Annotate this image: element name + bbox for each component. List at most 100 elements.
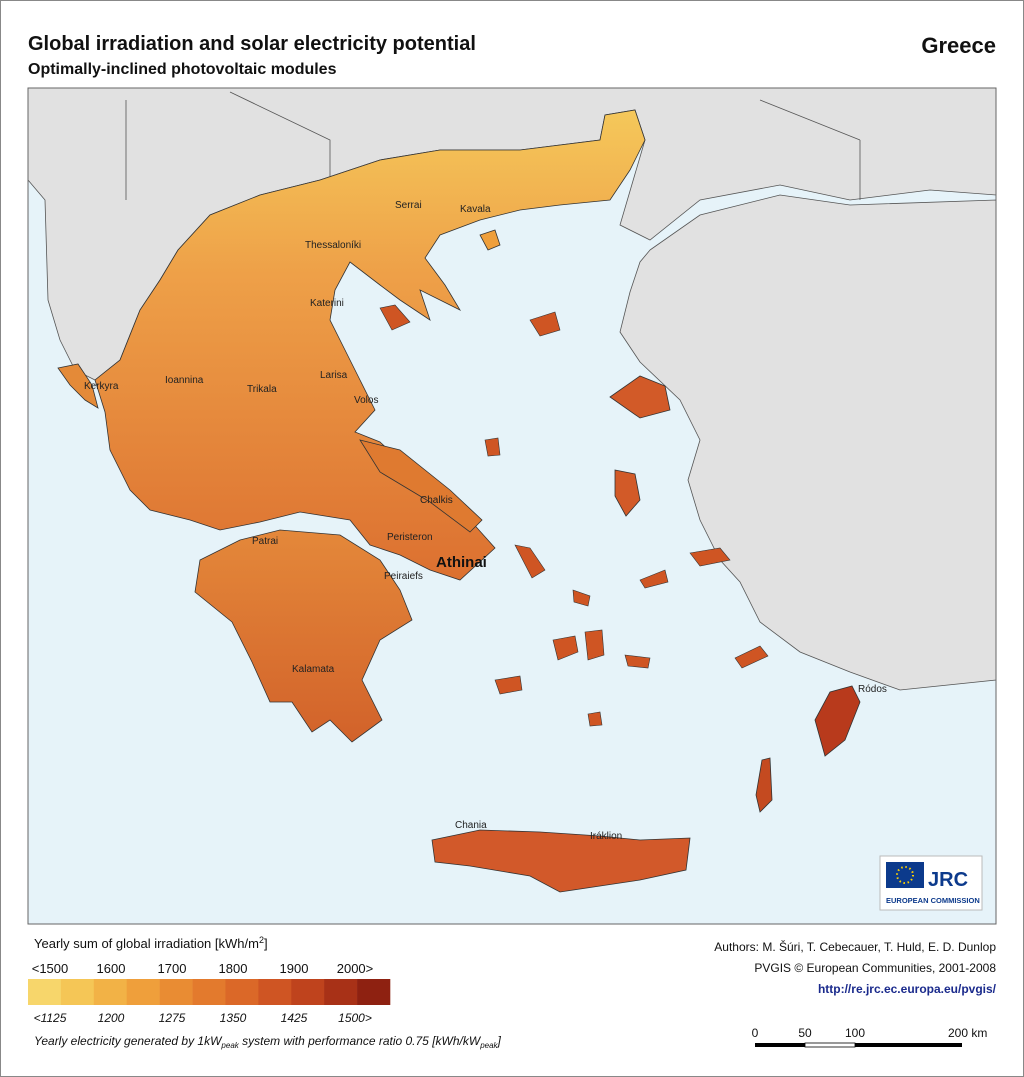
scale-label: 100	[845, 1026, 865, 1040]
city-label: Trikala	[247, 384, 277, 395]
evia	[359, 439, 483, 533]
scale-label: 0	[752, 1026, 759, 1040]
footnote-text: ]	[497, 1034, 502, 1048]
city-label: Patrai	[252, 536, 278, 547]
url[interactable]: http://re.jrc.ec.europa.eu/pvgis/	[818, 982, 997, 996]
legend-title-end: ]	[264, 936, 268, 951]
map: Serrai Kavala Thessaloníki Katerini Kerk…	[27, 87, 997, 925]
island	[379, 304, 411, 331]
lesvos	[609, 375, 671, 419]
legend-swatch	[192, 979, 226, 1005]
electricity-label: 1200	[98, 1011, 125, 1025]
irradiation-label: 1900	[280, 961, 309, 976]
city-label: Peiraiefs	[384, 571, 423, 582]
legend-swatch	[258, 979, 292, 1005]
city-label: Ródos	[858, 684, 887, 695]
electricity-label: <1125	[34, 1011, 67, 1025]
city-label: Thessaloníki	[305, 240, 361, 251]
electricity-label: 1350	[220, 1011, 247, 1025]
turkey	[619, 194, 997, 691]
rhodes	[814, 685, 861, 757]
irradiation-label: 1600	[97, 961, 126, 976]
irradiation-label: 2000>	[337, 961, 374, 976]
scale-bar: 0 50 100 200 km	[752, 1026, 987, 1048]
city-label: Chalkis	[420, 495, 453, 506]
irradiation-label: 1700	[158, 961, 187, 976]
electricity-label: 1500>	[338, 1011, 372, 1025]
legend-swatch	[126, 979, 160, 1005]
scale-label: 50	[798, 1026, 812, 1040]
city-labels: Serrai Kavala Thessaloníki Katerini Kerk…	[84, 200, 887, 842]
karpathos	[755, 757, 773, 813]
island	[529, 311, 561, 337]
city-label: Iráklion	[590, 831, 622, 842]
mainland	[94, 109, 646, 581]
legend-swatch	[60, 979, 95, 1005]
legend-swatch	[28, 979, 62, 1005]
island	[584, 629, 605, 661]
island	[734, 645, 769, 669]
footnote-text: Yearly electricity generated by 1kW	[34, 1034, 223, 1048]
island	[639, 569, 669, 589]
electricity-label: 1275	[159, 1011, 186, 1025]
island	[689, 547, 731, 567]
legend-title-text: Yearly sum of global irradiation [kWh/m	[34, 936, 259, 951]
logo-org: EUROPEAN COMMISSION	[886, 896, 980, 905]
legend-footnote: Yearly electricity generated by 1kWpeak …	[34, 1034, 502, 1050]
borders	[125, 91, 861, 200]
credits: Authors: M. Šúri, T. Cebecauer, T. Huld,…	[714, 939, 996, 996]
eu-stars	[896, 866, 914, 884]
legend-title: Yearly sum of global irradiation [kWh/m2…	[34, 935, 268, 951]
island	[587, 711, 603, 727]
city-label: Chania	[455, 820, 487, 831]
city-label: Kalamata	[292, 664, 335, 675]
scale-segment	[855, 1043, 962, 1047]
scale-segment	[804, 1042, 856, 1048]
legend-swatch	[159, 979, 193, 1005]
legend: Yearly sum of global irradiation [kWh/m2…	[28, 935, 502, 1050]
crete	[431, 829, 691, 893]
legend-swatch	[93, 979, 128, 1005]
irradiation-label: 1800	[219, 961, 248, 976]
logo-name: JRC	[928, 869, 968, 891]
thasos	[479, 229, 501, 251]
copyright: PVGIS © European Communities, 2001-2008	[754, 961, 996, 975]
island	[494, 675, 523, 695]
footnote-text: system with performance ratio 0.75 [kWh/…	[239, 1034, 482, 1048]
country: Greece	[921, 33, 996, 58]
irradiation-label: <1500	[32, 961, 69, 976]
kerkyra	[57, 363, 99, 409]
city-label: Peristeron	[387, 532, 433, 543]
city-label: Kavala	[460, 204, 491, 215]
city-label: Katerini	[310, 298, 344, 309]
city-label: Serrai	[395, 200, 422, 211]
jrc-logo: JRC EUROPEAN COMMISSION	[879, 855, 983, 911]
map-frame	[27, 87, 997, 925]
chios	[614, 469, 641, 517]
legend-swatch	[324, 979, 358, 1005]
electricity-label: 1425	[281, 1011, 308, 1025]
island	[572, 589, 591, 607]
scale-label: 200 km	[948, 1026, 987, 1040]
footnote-sub: peak	[479, 1041, 498, 1050]
legend-swatch	[225, 979, 259, 1005]
authors: Authors: M. Šúri, T. Cebecauer, T. Huld,…	[714, 939, 996, 954]
eu-flag	[886, 862, 924, 888]
capital-label: Athinai	[436, 554, 487, 571]
footnote-sub: peak	[220, 1041, 239, 1050]
title: Global irradiation and solar electricity…	[28, 33, 476, 55]
city-label: Kerkyra	[84, 381, 119, 392]
legend-title-sup: 2	[259, 935, 264, 945]
island	[514, 544, 546, 579]
city-label: Ioannina	[165, 375, 204, 386]
legend-swatch	[357, 979, 391, 1005]
scale-segment	[755, 1043, 805, 1047]
legend-swatch	[291, 979, 325, 1005]
island	[552, 635, 579, 661]
islands	[379, 304, 769, 727]
island	[624, 654, 651, 669]
subtitle: Optimally-inclined photovoltaic modules	[28, 61, 337, 78]
city-label: Volos	[354, 395, 378, 406]
